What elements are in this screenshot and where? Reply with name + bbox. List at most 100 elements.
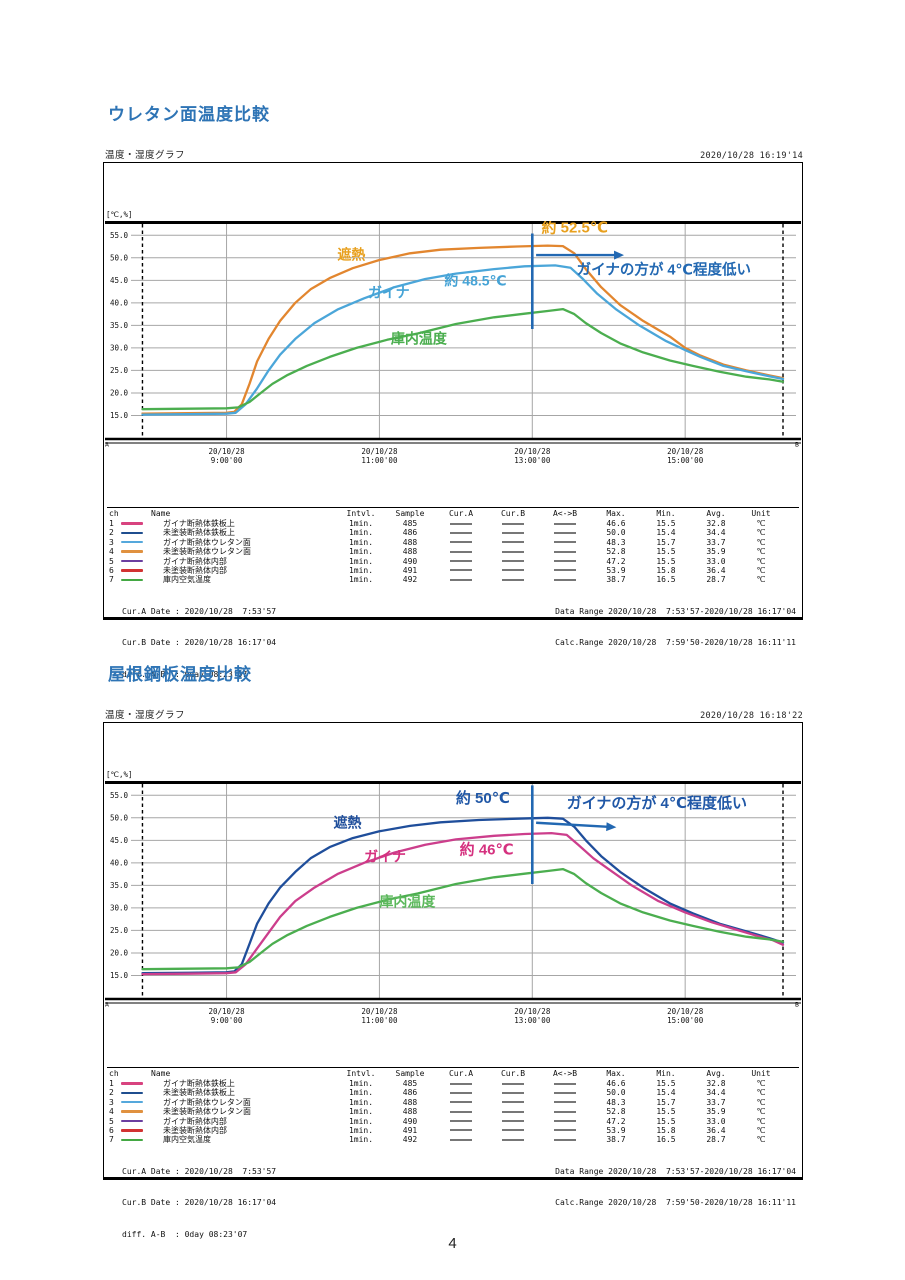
cursor-value-cell bbox=[539, 1138, 591, 1141]
interval-value: 1min. bbox=[348, 575, 374, 585]
panel-footer: Cur.A Date : 2020/10/28 7:53'57 Cur.B Da… bbox=[104, 584, 802, 702]
cursor-a-date: Cur.A Date : 2020/10/28 7:53'57 bbox=[122, 606, 277, 616]
annotation-text: 約 46℃ bbox=[460, 841, 514, 859]
x-tick-date: 20/10/28 bbox=[667, 1007, 704, 1016]
y-tick-label: 40.0 bbox=[110, 858, 129, 867]
min-value: 15.5 bbox=[656, 1107, 676, 1117]
cursor-value-cell bbox=[487, 522, 539, 525]
cursor-value-cell bbox=[435, 1082, 487, 1085]
empty-value-dash bbox=[502, 1120, 524, 1123]
channel-table: ch Name Intvl. Sample Cur.A Cur.B A<->B Max. Min… bbox=[104, 507, 802, 584]
interval-value: 1min. bbox=[348, 1135, 374, 1145]
column-header: Name bbox=[151, 508, 171, 518]
annotation-text: ガイナの方が 4℃程度低い bbox=[567, 794, 747, 812]
y-tick-label: 25.0 bbox=[110, 926, 129, 935]
cursor-value-cell bbox=[435, 1091, 487, 1094]
annotation-text: 庫内温度 bbox=[379, 894, 436, 910]
channel-swatch-cell bbox=[121, 578, 147, 582]
empty-value-dash bbox=[450, 541, 472, 544]
channel-row: 7 庫内空気温度 1min. 492 38.7 16.5 28.7 ℃ bbox=[107, 574, 799, 585]
series-line-2 bbox=[141, 867, 785, 971]
empty-value-dash bbox=[502, 569, 524, 572]
avg-value: 33.7 bbox=[706, 1097, 726, 1107]
cursor-value-cell bbox=[539, 1110, 591, 1113]
interval-value: 1min. bbox=[348, 1088, 374, 1098]
cursor-value-cell bbox=[435, 531, 487, 534]
channel-name: 未塗装断熱体内部 bbox=[163, 1125, 227, 1135]
channel-number: 7 bbox=[109, 1135, 114, 1145]
channel-name: ガイナ断熱体鉄板上 bbox=[163, 519, 235, 528]
channel-name: ガイナ断熱体内部 bbox=[163, 556, 227, 566]
cursor-a-marker: A bbox=[105, 441, 109, 449]
channel-row: 6 未塗装断熱体内部 1min. 491 53.9 15.8 36.4 ℃ bbox=[107, 1125, 799, 1135]
column-header: Max. bbox=[606, 508, 626, 518]
annotation-text: 約 52.5℃ bbox=[541, 221, 608, 237]
channel-swatch-cell bbox=[121, 569, 147, 572]
column-header: Cur.B bbox=[500, 1068, 526, 1078]
x-tick-time: 11:00'00 bbox=[361, 456, 398, 465]
y-axis-unit-label: [℃,%] bbox=[106, 210, 133, 219]
avg-value: 36.4 bbox=[706, 565, 726, 575]
channel-row: 1 ガイナ断熱体鉄板上 1min. 485 46.6 15.5 32.8 ℃ bbox=[107, 518, 799, 528]
panel-head: 温度・湿度グラフ 2020/10/28 16:19'14 bbox=[103, 147, 805, 161]
cursor-value-cell bbox=[487, 1129, 539, 1132]
sample-count: 488 bbox=[402, 1107, 418, 1117]
annotation-text: 遮熱 bbox=[337, 247, 365, 263]
max-value: 48.3 bbox=[606, 1097, 626, 1107]
sample-count: 492 bbox=[402, 575, 418, 585]
section-roof-steel-comparison: 屋根鋼板温度比較 温度・湿度グラフ 2020/10/28 16:18'22 [℃… bbox=[103, 660, 805, 1239]
channel-swatch-cell bbox=[121, 541, 147, 544]
sample-count: 485 bbox=[402, 519, 418, 528]
channel-number: 3 bbox=[109, 537, 114, 547]
cursor-value-cell bbox=[435, 569, 487, 572]
channel-color-swatch bbox=[121, 522, 143, 525]
empty-value-dash bbox=[554, 522, 576, 525]
empty-value-dash bbox=[502, 1138, 524, 1141]
channel-name: ガイナ断熱体ウレタン面 bbox=[163, 537, 251, 547]
unit-value: ℃ bbox=[756, 519, 766, 528]
empty-value-dash bbox=[554, 569, 576, 572]
empty-value-dash bbox=[554, 550, 576, 553]
empty-value-dash bbox=[502, 522, 524, 525]
empty-value-dash bbox=[502, 541, 524, 544]
x-tick-time: 9:00'00 bbox=[211, 1016, 243, 1025]
cursor-value-cell bbox=[435, 578, 487, 581]
column-header: Avg. bbox=[706, 508, 726, 518]
min-value: 15.7 bbox=[656, 537, 676, 547]
empty-value-dash bbox=[554, 578, 576, 581]
channel-number: 7 bbox=[109, 575, 114, 585]
section-title: 屋根鋼板温度比較 bbox=[108, 665, 252, 684]
panel-mid-band bbox=[104, 467, 802, 507]
interval-value: 1min. bbox=[348, 519, 374, 528]
cursor-value-cell bbox=[487, 550, 539, 553]
y-tick-label: 45.0 bbox=[110, 276, 129, 285]
channel-name: 未塗装断熱体内部 bbox=[163, 565, 227, 575]
empty-value-dash bbox=[502, 560, 524, 563]
cursor-value-cell bbox=[435, 1101, 487, 1104]
section-title: ウレタン面温度比較 bbox=[108, 105, 270, 124]
column-header: Unit bbox=[751, 1068, 771, 1078]
max-value: 46.6 bbox=[606, 519, 626, 528]
avg-value: 32.8 bbox=[706, 519, 726, 528]
avg-value: 34.4 bbox=[706, 1088, 726, 1098]
channel-row: 3 ガイナ断熱体ウレタン面 1min. 488 48.3 15.7 33.7 ℃ bbox=[107, 1097, 799, 1107]
cursor-value-cell bbox=[539, 578, 591, 581]
x-tick-time: 15:00'00 bbox=[667, 456, 704, 465]
channel-name: 未塗装断熱体鉄板上 bbox=[163, 1088, 235, 1098]
channel-swatch-cell bbox=[121, 559, 147, 563]
annotation-text: ガイナ bbox=[368, 284, 410, 300]
graph-panel: [℃,%] 55.0 50.0 45.0 40.0 35.0 30.0 25.0 20.0 15… bbox=[103, 722, 803, 1239]
cursor-value-cell bbox=[487, 569, 539, 572]
cursor-value-cell bbox=[487, 1138, 539, 1141]
cursor-value-cell bbox=[435, 550, 487, 553]
page-number: 4 bbox=[448, 1235, 457, 1252]
cursor-value-cell bbox=[539, 550, 591, 553]
empty-value-dash bbox=[502, 578, 524, 581]
empty-value-dash bbox=[450, 1091, 472, 1094]
min-value: 15.4 bbox=[656, 1088, 676, 1098]
channel-row: 6 未塗装断熱体内部 1min. 491 53.9 15.8 36.4 ℃ bbox=[107, 565, 799, 575]
channel-number: 4 bbox=[109, 547, 114, 557]
sample-count: 492 bbox=[402, 1135, 418, 1145]
x-tick-time: 13:00'00 bbox=[514, 456, 551, 465]
data-range: Data Range 2020/10/28 7:53'57-2020/10/28… bbox=[555, 606, 796, 616]
